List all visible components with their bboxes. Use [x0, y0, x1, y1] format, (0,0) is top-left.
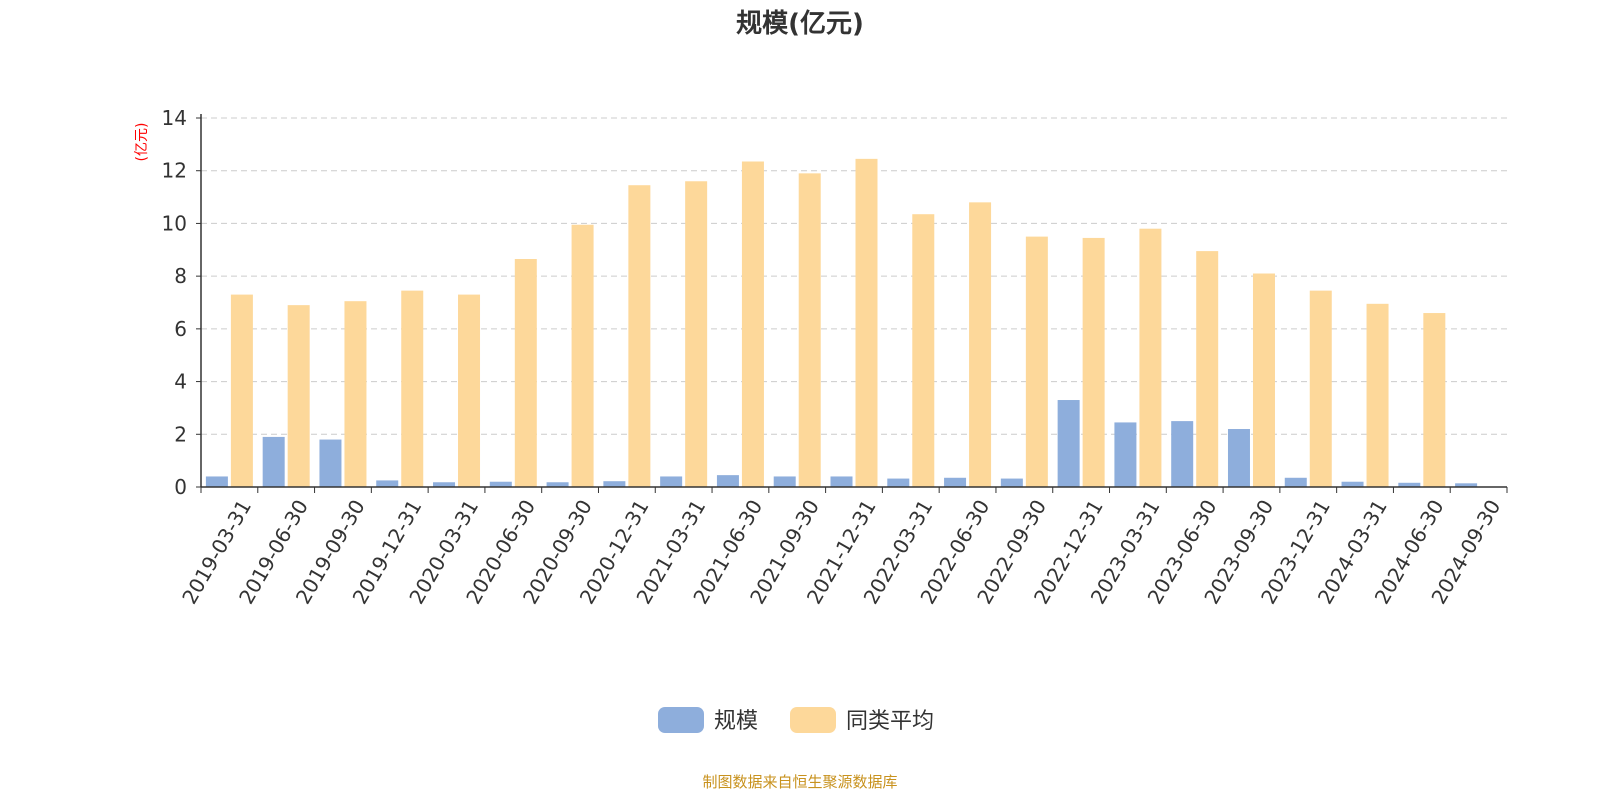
bar-tonglei-pingjun [628, 185, 651, 488]
bar-tonglei-pingjun [571, 224, 594, 487]
y-tick-label: 2 [174, 422, 187, 446]
y-tick-label: 12 [162, 159, 187, 183]
bar-guimo [603, 481, 626, 487]
bar-guimo [716, 475, 739, 487]
bar-guimo [489, 481, 512, 487]
bar-guimo [1057, 400, 1080, 487]
bar-tonglei-pingjun [798, 173, 821, 487]
y-tick-label: 6 [174, 317, 187, 341]
bar-tonglei-pingjun [1196, 251, 1219, 487]
bar-tonglei-pingjun [1366, 303, 1389, 487]
bar-guimo [1341, 481, 1364, 487]
bar-tonglei-pingjun [969, 202, 992, 488]
bar-tonglei-pingjun [344, 301, 367, 487]
y-tick-label: 14 [162, 106, 187, 130]
legend-label[interactable]: 同类平均 [846, 709, 934, 734]
bar-tonglei-pingjun [1309, 290, 1332, 487]
y-axis-unit-label: (亿元) [134, 123, 150, 162]
bar-guimo [1171, 421, 1194, 487]
bar-guimo [262, 436, 285, 487]
bar-tonglei-pingjun [855, 158, 878, 487]
bar-guimo [1000, 478, 1023, 487]
bar-guimo [1398, 482, 1421, 487]
legend-swatch[interactable] [790, 707, 836, 733]
bar-tonglei-pingjun [1082, 237, 1105, 487]
bar-tonglei-pingjun [685, 181, 708, 487]
bar-tonglei-pingjun [1423, 313, 1446, 487]
bar-guimo [319, 439, 342, 487]
chart-title: 规模(亿元) [736, 9, 864, 39]
bar-tonglei-pingjun [1139, 228, 1162, 487]
bar-tonglei-pingjun [287, 305, 310, 487]
bar-guimo [205, 476, 228, 487]
bar-guimo [944, 477, 967, 487]
bar-tonglei-pingjun [514, 259, 537, 487]
bar-guimo [1227, 429, 1250, 487]
bar-guimo [830, 476, 853, 487]
bar-tonglei-pingjun [458, 294, 481, 487]
bar-tonglei-pingjun [230, 294, 253, 487]
bar-tonglei-pingjun [741, 161, 764, 487]
legend: 规模 同类平均 [658, 707, 934, 734]
bar-tonglei-pingjun [1252, 273, 1275, 487]
bar-tonglei-pingjun [1025, 236, 1048, 487]
bar-tonglei-pingjun [912, 214, 935, 488]
bar-guimo [660, 476, 683, 487]
bar-guimo [376, 480, 399, 487]
bar-guimo [1455, 483, 1478, 487]
bar-guimo [546, 482, 569, 487]
legend-label[interactable]: 规模 [714, 709, 758, 734]
bar-guimo [1284, 477, 1307, 487]
bar-guimo [773, 476, 796, 487]
y-tick-label: 0 [174, 475, 187, 499]
bar-guimo [1114, 422, 1137, 487]
bars [205, 158, 1478, 488]
y-tick-label: 8 [174, 264, 187, 288]
bar-guimo [887, 478, 910, 487]
grid-lines [201, 117, 1507, 435]
source-note: 制图数据来自恒生聚源数据库 [702, 773, 897, 791]
y-tick-label: 4 [174, 370, 187, 394]
bar-tonglei-pingjun [401, 290, 424, 487]
y-tick-label: 10 [162, 211, 187, 235]
legend-swatch[interactable] [658, 707, 704, 733]
bar-guimo [433, 482, 456, 487]
